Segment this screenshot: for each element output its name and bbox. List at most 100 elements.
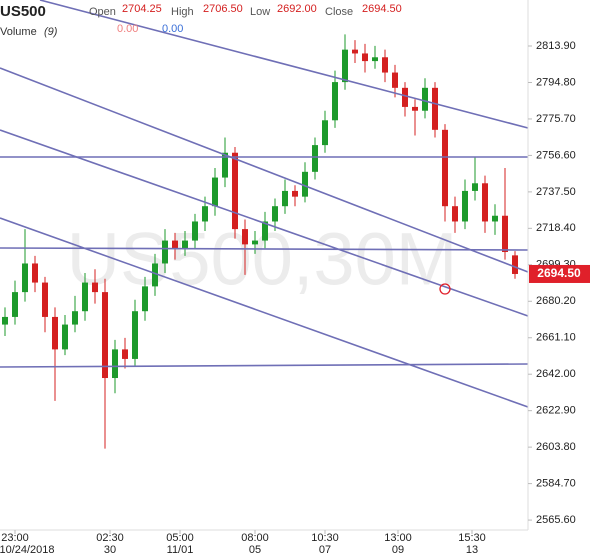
candle-body — [222, 152, 228, 178]
trend-line — [0, 363, 529, 368]
candle-body — [472, 183, 478, 191]
x-tick-label: 05:00 — [166, 532, 194, 544]
candle-body — [162, 240, 168, 264]
low-value: 2692.00 — [277, 3, 317, 15]
volume-label: Volume — [0, 26, 37, 38]
candle-body — [152, 263, 158, 287]
open-value: 2704.25 — [122, 3, 162, 15]
candles — [2, 34, 518, 449]
candle-body — [362, 53, 368, 62]
candle-body — [302, 171, 308, 197]
candle-body — [82, 282, 88, 312]
candle-body — [182, 240, 188, 249]
header: US500 Open 2704.25 High 2706.50 Low 2692… — [0, 3, 402, 38]
open-label: Open — [89, 6, 116, 18]
candle-body — [312, 145, 318, 172]
candle-body — [52, 316, 58, 350]
candle-body — [442, 129, 448, 207]
x-tick-label: 15:30 — [458, 532, 486, 544]
candle-body — [352, 49, 358, 54]
x-tick-label: 10:30 — [311, 532, 339, 544]
candle-body — [2, 316, 8, 325]
candle-body — [262, 221, 268, 241]
y-tick-label: 2565.60 — [536, 514, 576, 526]
candle-body — [432, 87, 438, 130]
high-label: High — [171, 6, 194, 18]
y-tick-label: 2584.70 — [536, 478, 576, 490]
y-tick-label: 2737.50 — [536, 186, 576, 198]
trend-line — [39, 0, 529, 129]
y-tick-label: 2794.80 — [536, 76, 576, 88]
candle-body — [272, 206, 278, 222]
x-tick-label: 08:00 — [241, 532, 269, 544]
axes: 2813.90 2794.80 2775.70 2756.60 2737.50 2718.… — [0, 40, 590, 556]
high-value: 2706.50 — [203, 3, 243, 15]
y-tick-label: 2661.10 — [536, 332, 576, 344]
candle-body — [142, 286, 148, 312]
volume-value: 0.00 — [162, 23, 183, 35]
candle-body — [22, 263, 28, 293]
close-label: Close — [325, 6, 353, 18]
trend-line — [0, 129, 529, 317]
candle-body — [342, 49, 348, 83]
candle-body — [452, 206, 458, 222]
candle-body — [372, 57, 378, 62]
y-tick-label: 2680.20 — [536, 295, 576, 307]
candle-body — [482, 183, 488, 222]
candle-body — [212, 177, 218, 207]
candle-body — [392, 72, 398, 88]
candle-body — [402, 87, 408, 107]
candle-body — [122, 349, 128, 359]
candle-body — [102, 292, 108, 379]
candle-body — [232, 152, 238, 230]
candle-body — [332, 82, 338, 121]
x-date-label: 07 — [319, 544, 331, 556]
y-tick-label: 2756.60 — [536, 149, 576, 161]
x-date-label: 09 — [392, 544, 404, 556]
x-date-label: 10/24/2018 — [0, 544, 55, 556]
symbol: US500 — [0, 3, 46, 20]
candle-body — [242, 229, 248, 245]
candle-body — [112, 349, 118, 379]
close-value: 2694.50 — [362, 3, 402, 15]
trend-lines — [0, 0, 529, 408]
x-tick-label: 13:00 — [384, 532, 412, 544]
x-date-label: 13 — [466, 544, 478, 556]
candle-body — [132, 311, 138, 359]
last-price-label: 2694.50 — [537, 266, 581, 280]
trend-line — [0, 247, 529, 251]
x-tick-label: 23:00 — [1, 532, 29, 544]
candle-body — [292, 190, 298, 197]
candle-body — [502, 215, 508, 253]
y-tick-label: 2642.00 — [536, 368, 576, 380]
y-tick-label: 2813.90 — [536, 40, 576, 52]
y-tick-label: 2775.70 — [536, 113, 576, 125]
last-price-box — [529, 264, 590, 283]
y-tick-label: 2622.90 — [536, 405, 576, 417]
x-date-label: 05 — [249, 544, 261, 556]
y-tick-label: 2718.40 — [536, 222, 576, 234]
candle-body — [382, 57, 388, 73]
trend-line — [0, 67, 529, 273]
volume-value: 0.00 — [117, 23, 138, 35]
candle-body — [172, 240, 178, 249]
candle-body — [422, 87, 428, 111]
candle-body — [252, 240, 258, 245]
candle-body — [32, 263, 38, 283]
candle-body — [42, 282, 48, 317]
candle-body — [202, 206, 208, 222]
candle-body — [322, 120, 328, 146]
y-tick-label: 2603.80 — [536, 441, 576, 453]
candle-body — [92, 282, 98, 293]
candle-body — [462, 190, 468, 222]
candle-body — [512, 255, 518, 274]
candle-body — [492, 215, 498, 222]
low-label: Low — [250, 6, 270, 18]
marker-circle — [439, 283, 451, 295]
candle-body — [412, 106, 418, 111]
candle-body — [62, 324, 68, 350]
x-date-label: 11/01 — [167, 544, 194, 556]
trend-line — [0, 217, 529, 408]
